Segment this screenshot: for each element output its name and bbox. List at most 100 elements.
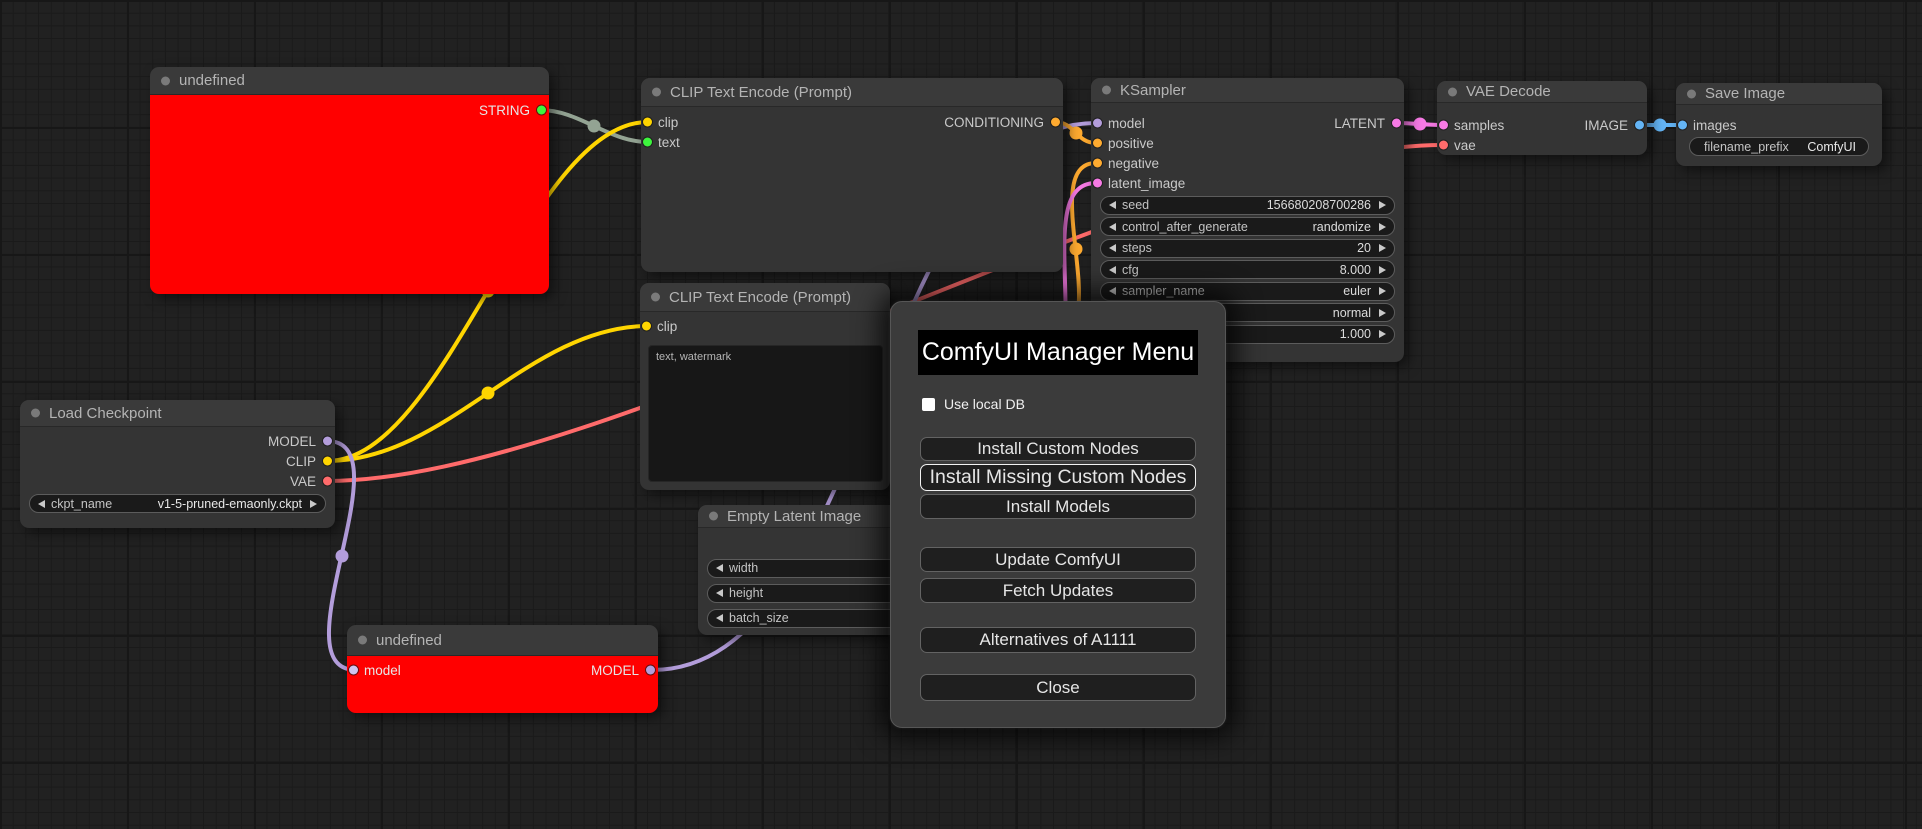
node-undefined-top[interactable]: undefined STRING — [150, 67, 549, 294]
input-port-positive[interactable] — [1093, 138, 1102, 148]
node-title: CLIP Text Encode (Prompt) — [669, 288, 852, 306]
node-title-bar[interactable]: CLIP Text Encode (Prompt) — [640, 283, 890, 312]
output-port-model[interactable] — [646, 665, 655, 675]
increment-icon[interactable] — [1379, 308, 1386, 317]
collapse-dot-icon[interactable] — [161, 76, 170, 85]
input-label: model — [364, 662, 401, 678]
decrement-icon[interactable] — [716, 589, 723, 597]
prompt-textarea[interactable]: text, watermark — [648, 345, 883, 482]
node-clip-text-encode-2[interactable]: CLIP Text Encode (Prompt) clip text, wat… — [640, 283, 890, 490]
node-load-checkpoint[interactable]: Load Checkpoint MODEL CLIP VAE ckpt_name… — [20, 400, 335, 528]
input-port-vae[interactable] — [1439, 140, 1448, 150]
increment-icon[interactable] — [1379, 244, 1386, 252]
input-port-model[interactable] — [349, 665, 358, 675]
node-title-bar[interactable]: Save Image — [1676, 83, 1882, 105]
node-title-bar[interactable]: Load Checkpoint — [20, 400, 335, 427]
decrement-icon[interactable] — [38, 499, 45, 508]
increment-icon[interactable] — [310, 499, 317, 508]
decrement-icon[interactable] — [1109, 287, 1116, 295]
input-port-samples[interactable] — [1439, 120, 1448, 130]
decrement-icon[interactable] — [716, 564, 723, 572]
node-title: Empty Latent Image — [727, 507, 862, 525]
install-missing-custom-nodes-button[interactable]: Install Missing Custom Nodes — [920, 464, 1196, 491]
output-port-image[interactable] — [1635, 120, 1644, 130]
collapse-dot-icon[interactable] — [358, 635, 367, 645]
widget-width[interactable]: width — [707, 558, 939, 578]
node-save-image[interactable]: Save Image images filename_prefix ComfyU… — [1676, 83, 1882, 166]
collapse-dot-icon[interactable] — [31, 408, 40, 418]
decrement-icon[interactable] — [1109, 244, 1116, 252]
node-title: KSampler — [1120, 81, 1186, 99]
output-port-vae[interactable] — [323, 476, 332, 486]
decrement-icon[interactable] — [1109, 222, 1116, 231]
output-label: CLIP — [285, 453, 316, 469]
link-midpoint-dot — [1069, 242, 1083, 256]
collapse-dot-icon[interactable] — [652, 87, 661, 97]
link-midpoint-dot — [1653, 118, 1667, 132]
node-title: Load Checkpoint — [49, 404, 162, 422]
input-label: latent_image — [1108, 175, 1186, 191]
alternatives-of-a1111-button[interactable]: Alternatives of A1111 — [920, 627, 1196, 653]
collapse-dot-icon[interactable] — [1687, 89, 1696, 98]
node-clip-text-encode-1[interactable]: CLIP Text Encode (Prompt) clip CONDITION… — [641, 78, 1063, 272]
input-port-model[interactable] — [1093, 118, 1102, 128]
collapse-dot-icon[interactable] — [651, 292, 660, 302]
decrement-icon[interactable] — [716, 614, 723, 622]
input-label: vae — [1454, 137, 1476, 153]
increment-icon[interactable] — [1379, 330, 1386, 338]
node-vae-decode[interactable]: VAE Decode samples IMAGE vae — [1437, 81, 1647, 155]
widget-control-after-generate[interactable]: control_after_generate randomize — [1100, 217, 1395, 236]
collapse-dot-icon[interactable] — [1102, 85, 1111, 95]
output-port-latent[interactable] — [1392, 118, 1401, 128]
widget-cfg[interactable]: cfg 8.000 — [1100, 260, 1395, 279]
use-local-db-checkbox[interactable] — [922, 397, 935, 411]
node-title-bar[interactable]: VAE Decode — [1437, 81, 1647, 103]
input-port-negative[interactable] — [1093, 158, 1102, 168]
decrement-icon[interactable] — [1109, 201, 1116, 209]
widget-steps[interactable]: steps 20 — [1100, 238, 1395, 258]
widget-filename-prefix[interactable]: filename_prefix ComfyUI — [1689, 137, 1869, 156]
increment-icon[interactable] — [1379, 222, 1386, 231]
install-models-button[interactable]: Install Models — [920, 494, 1196, 519]
input-label: positive — [1108, 135, 1154, 151]
widget-label: seed — [1122, 198, 1150, 212]
node-title: VAE Decode — [1466, 83, 1551, 100]
input-port-clip[interactable] — [643, 117, 652, 127]
node-title-bar[interactable]: CLIP Text Encode (Prompt) — [641, 78, 1063, 107]
widget-value: 20 — [1357, 241, 1371, 255]
output-label: MODEL — [590, 662, 639, 678]
widget-seed[interactable]: seed 156680208700286 — [1100, 195, 1395, 215]
node-title-bar[interactable]: Empty Latent Image — [698, 505, 948, 528]
widget-sampler-name[interactable]: sampler_name euler — [1100, 281, 1395, 301]
close-button[interactable]: Close — [920, 674, 1196, 701]
collapse-dot-icon[interactable] — [709, 511, 718, 521]
fetch-updates-button[interactable]: Fetch Updates — [920, 578, 1196, 603]
input-port-latent-image[interactable] — [1093, 178, 1102, 188]
widget-height[interactable]: height — [707, 583, 939, 603]
node-title-bar[interactable]: undefined — [150, 67, 549, 95]
output-port-string[interactable] — [537, 105, 546, 115]
collapse-dot-icon[interactable] — [1448, 87, 1457, 96]
node-title: undefined — [179, 72, 245, 89]
widget-value: ComfyUI — [1807, 139, 1856, 154]
widget-batch-size[interactable]: batch_size — [707, 608, 939, 628]
input-port-text[interactable] — [643, 137, 652, 147]
increment-icon[interactable] — [1379, 287, 1386, 295]
input-port-images[interactable] — [1678, 120, 1687, 130]
install-custom-nodes-button[interactable]: Install Custom Nodes — [920, 437, 1196, 461]
output-port-model[interactable] — [323, 436, 332, 446]
update-comfyui-button[interactable]: Update ComfyUI — [920, 547, 1196, 572]
widget-value: 1.000 — [1339, 327, 1371, 341]
node-undefined-bottom[interactable]: undefined model MODEL — [347, 625, 658, 713]
node-title-bar[interactable]: undefined — [347, 625, 658, 656]
increment-icon[interactable] — [1379, 201, 1386, 209]
node-title-bar[interactable]: KSampler — [1091, 78, 1404, 103]
output-port-conditioning[interactable] — [1051, 117, 1060, 127]
widget-ckpt-name[interactable]: ckpt_name v1-5-pruned-emaonly.ckpt — [29, 494, 326, 513]
input-port-clip[interactable] — [642, 321, 651, 331]
increment-icon[interactable] — [1379, 265, 1386, 274]
output-port-clip[interactable] — [323, 456, 332, 466]
widget-value: 156680208700286 — [1266, 198, 1371, 212]
decrement-icon[interactable] — [1109, 265, 1116, 274]
